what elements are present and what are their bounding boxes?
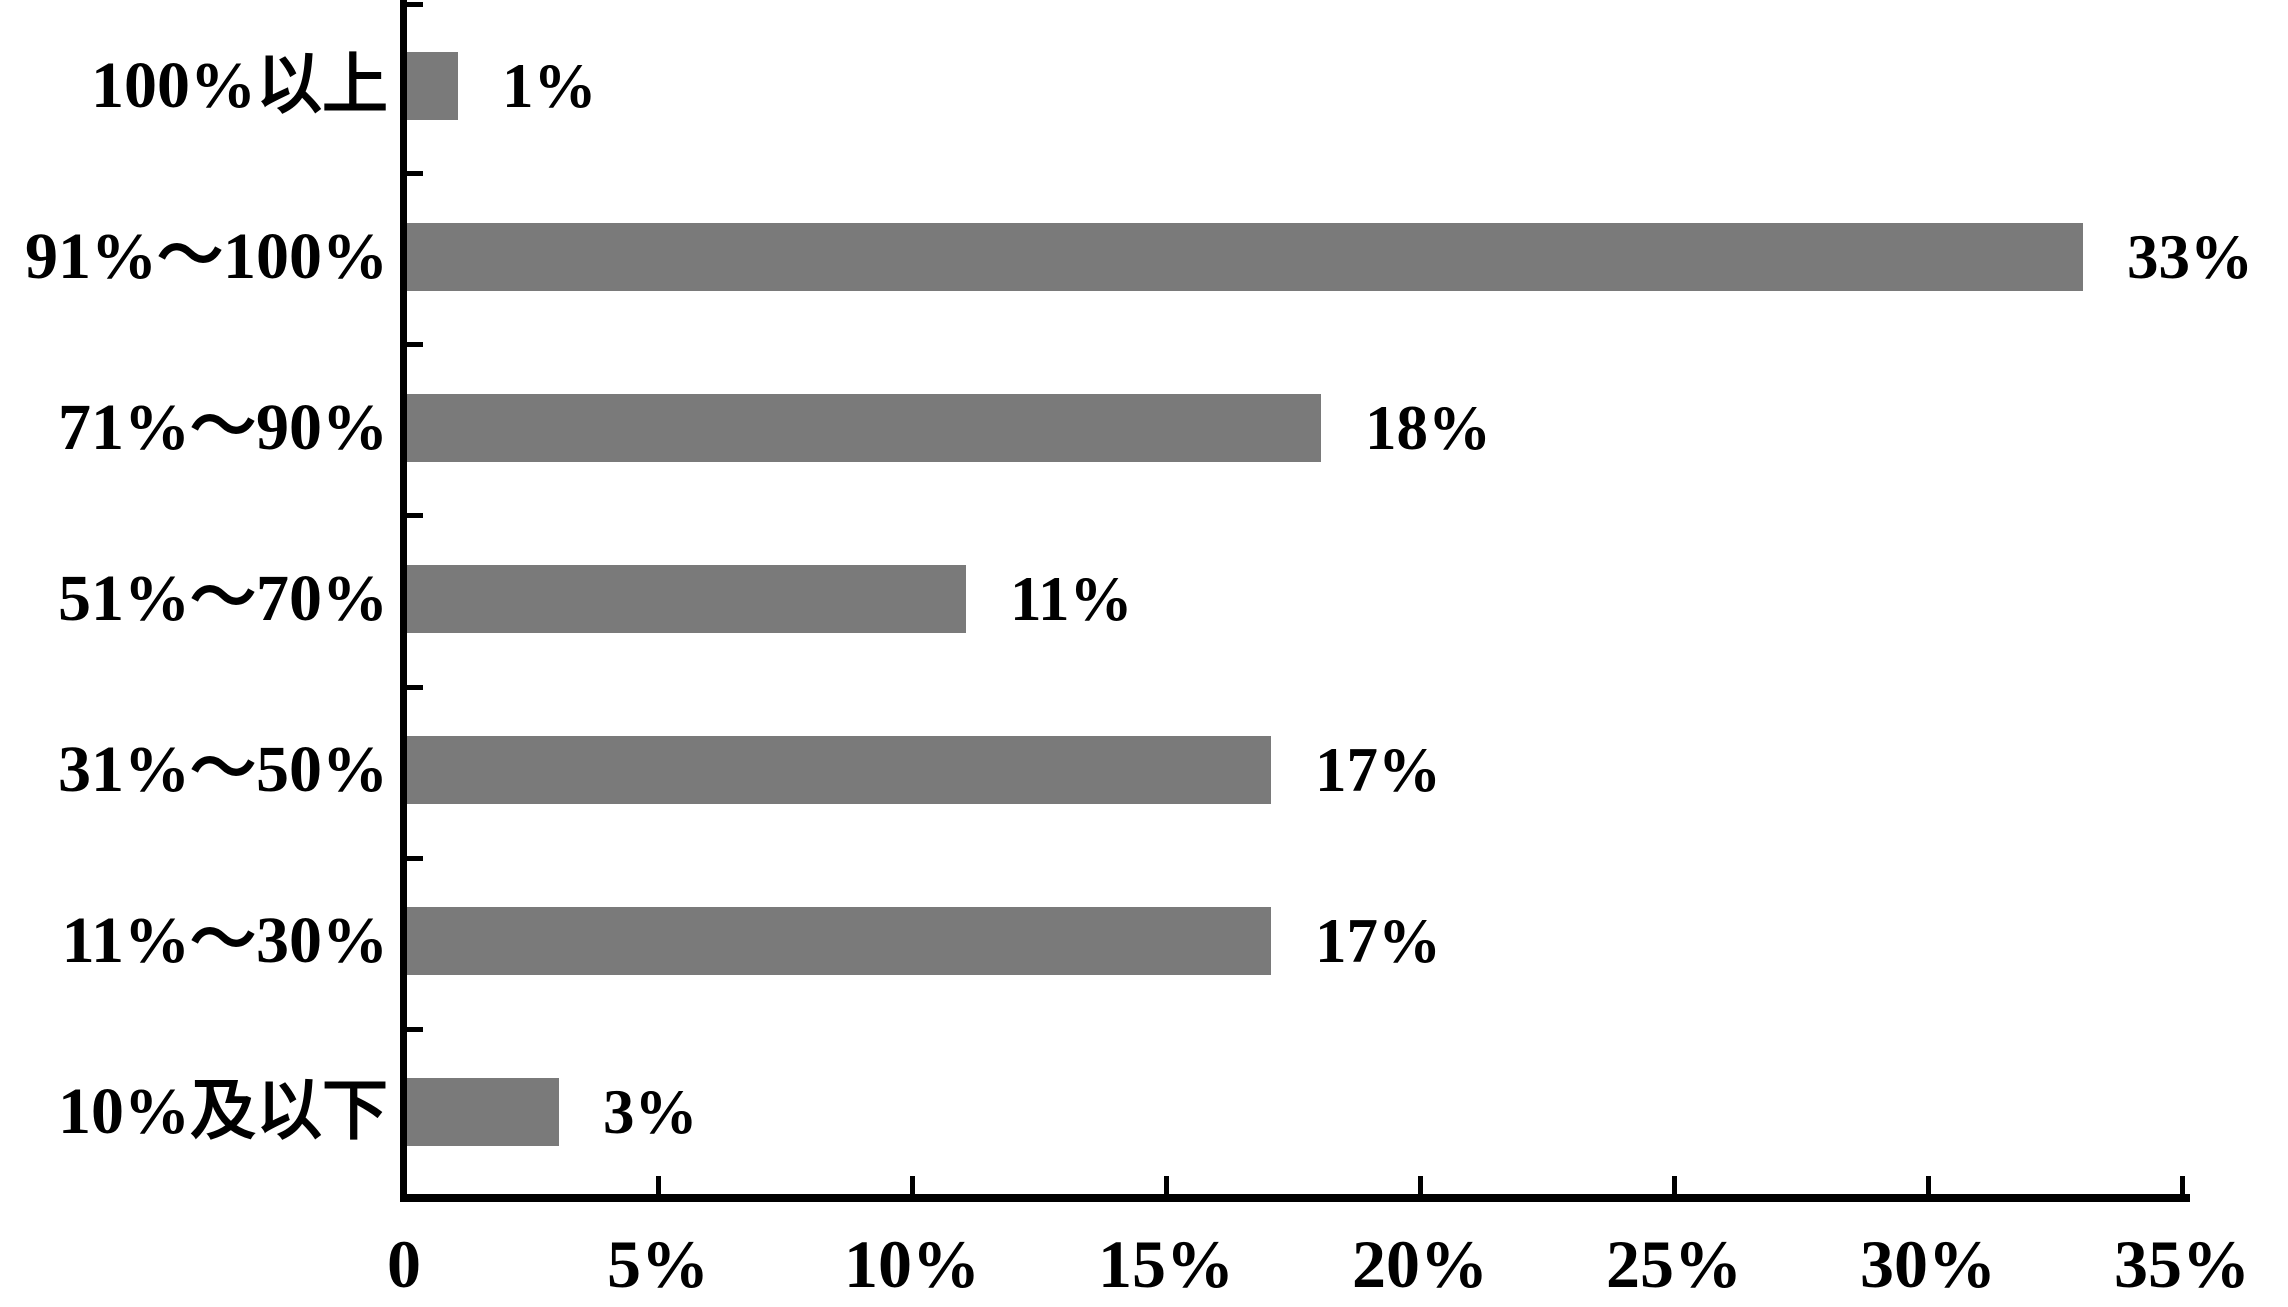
x-axis-tick — [1672, 1176, 1677, 1194]
value-label: 33% — [2127, 222, 2253, 292]
x-axis-tick-label: 30% — [1860, 1226, 1996, 1302]
x-axis-tick — [2180, 1176, 2185, 1194]
x-axis-tick — [1926, 1176, 1931, 1194]
bar — [407, 1078, 559, 1146]
bar — [407, 223, 2083, 291]
x-axis-tick-label: 15% — [1098, 1226, 1234, 1302]
value-label: 3% — [603, 1077, 698, 1147]
value-label: 17% — [1315, 735, 1441, 805]
category-label: 71%～90% — [58, 391, 388, 464]
x-axis-tick-label: 35% — [2114, 1226, 2250, 1302]
y-axis-tick — [404, 685, 423, 690]
y-axis-tick — [404, 1027, 423, 1032]
x-axis — [400, 1194, 2190, 1202]
y-axis-tick — [404, 171, 423, 176]
bar — [407, 736, 1271, 804]
x-axis-tick-label: 25% — [1606, 1226, 1742, 1302]
category-label: 91%～100% — [25, 220, 388, 293]
y-axis-tick — [404, 513, 423, 518]
bar — [407, 52, 458, 120]
category-label: 11%～30% — [61, 904, 388, 977]
value-label: 11% — [1010, 564, 1133, 634]
y-axis-tick — [404, 342, 423, 347]
x-axis-tick-label: 0 — [387, 1226, 421, 1302]
x-axis-tick-label: 5% — [607, 1226, 709, 1302]
x-axis-tick-label: 20% — [1352, 1226, 1488, 1302]
category-label: 10%及以下 — [58, 1075, 388, 1148]
bar — [407, 565, 966, 633]
x-axis-tick — [656, 1176, 661, 1194]
y-axis — [400, 0, 407, 1202]
category-label: 100%以上 — [91, 49, 388, 122]
x-axis-tick — [910, 1176, 915, 1194]
bar — [407, 907, 1271, 975]
y-axis-tick — [404, 856, 423, 861]
x-axis-tick — [1418, 1176, 1423, 1194]
x-axis-tick-label: 10% — [844, 1226, 980, 1302]
bar — [407, 394, 1321, 462]
value-label: 1% — [502, 51, 597, 121]
x-axis-tick — [1164, 1176, 1169, 1194]
category-label: 51%～70% — [58, 562, 388, 635]
y-axis-tick — [404, 2, 423, 7]
value-label: 18% — [1365, 393, 1491, 463]
category-label: 31%～50% — [58, 733, 388, 806]
value-label: 17% — [1315, 906, 1441, 976]
